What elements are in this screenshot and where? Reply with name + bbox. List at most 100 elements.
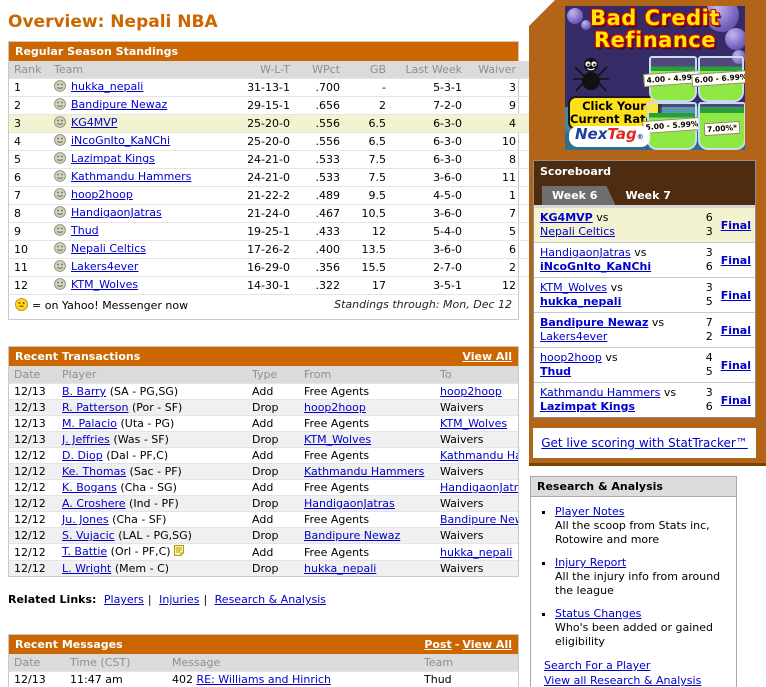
messages-post-link[interactable]: Post — [424, 638, 452, 651]
col-gb: GB — [345, 61, 391, 79]
stattracker-link[interactable]: Get live scoring with StatTracker™ — [541, 436, 748, 450]
from-value[interactable]: hukka_nepali — [304, 562, 377, 575]
from-value[interactable]: KTM_Wolves — [304, 433, 372, 446]
team-link[interactable]: hukka_nepali — [71, 80, 144, 93]
view-all-research-link[interactable]: View all Research & Analysis — [544, 674, 702, 687]
tab-week-7[interactable]: Week 7 — [625, 189, 671, 202]
player-link[interactable]: Ju. Jones — [62, 513, 109, 526]
player-link[interactable]: Ke. Thomas — [62, 465, 127, 478]
player-link[interactable]: T. Battie — [62, 545, 108, 558]
scoreboard-panel: Scoreboard Week 6 Week 7 KG4MVP vs Nepal… — [533, 160, 756, 418]
team-link[interactable]: KG4MVP — [71, 116, 118, 129]
team-link[interactable]: Thud — [540, 365, 572, 378]
messages-table: Date Time (CST) Message Team 12/13 11:47… — [9, 654, 518, 687]
research-title: Research & Analysis — [531, 477, 736, 497]
team-link[interactable]: Thud — [71, 224, 99, 237]
player-link[interactable]: A. Croshere — [62, 497, 126, 510]
rank-cell: 11 — [14, 261, 28, 274]
final-link[interactable]: Final — [720, 358, 751, 372]
team-link[interactable]: Kathmandu Hammers — [540, 386, 661, 399]
team-link[interactable]: HandigaonJatras — [540, 246, 631, 259]
team-link[interactable]: Lazimpat Kings — [71, 152, 155, 165]
team-link[interactable]: HandigaonJatras — [71, 206, 162, 219]
refinance-ad-banner[interactable]: Bad Credit Refinance Click Your Current … — [565, 6, 745, 150]
to-cell: Waivers — [435, 464, 518, 480]
final-link[interactable]: Final — [720, 393, 751, 407]
from-value[interactable]: Kathmandu Hammers — [304, 465, 425, 478]
player-cell: M. Palacio (Uta - PG) — [57, 416, 247, 432]
date-cell: 12/12 — [14, 562, 46, 575]
team-link[interactable]: Lakers4ever — [71, 260, 139, 273]
player-link[interactable]: D. Diop — [62, 449, 103, 462]
team-link[interactable]: Bandipure Newaz — [540, 316, 649, 329]
rate-beaker-2[interactable]: 6.00 - 6.99% — [691, 56, 745, 102]
research-item-link[interactable]: Injury Report — [555, 556, 627, 569]
rank-cell: 12 — [14, 279, 28, 292]
tab-week-6[interactable]: Week 6 — [542, 186, 615, 205]
message-subject-link[interactable]: RE: Williams and Hinrich — [196, 673, 331, 686]
matchup-scores: 3 6 — [706, 386, 713, 414]
related-research-link[interactable]: Research & Analysis — [214, 593, 327, 606]
lastweek-cell: 5-4-0 — [433, 225, 462, 238]
research-item-desc: Who's been added or gained eligibility — [555, 621, 714, 648]
team-link[interactable]: KG4MVP — [540, 211, 593, 224]
related-injuries-link[interactable]: Injuries — [159, 593, 200, 606]
messenger-offline-icon — [54, 80, 66, 95]
team-link[interactable]: hukka_nepali — [540, 295, 622, 308]
search-player-link[interactable]: Search For a Player — [544, 659, 651, 672]
from-value[interactable]: Bandipure Newaz — [304, 529, 401, 542]
research-item-link[interactable]: Player Notes — [555, 505, 625, 518]
team-link[interactable]: KTM_Wolves — [71, 278, 139, 291]
rate-beaker-4[interactable]: 7.00%* — [698, 102, 745, 150]
team-link[interactable]: Lazimpat Kings — [540, 400, 635, 413]
final-link[interactable]: Final — [720, 323, 751, 337]
matchup-scores: 7 2 — [706, 316, 713, 344]
team-link[interactable]: iNcoGnIto_KaNChi — [540, 260, 652, 273]
team-link[interactable]: Nepali Celtics — [540, 225, 615, 238]
team-link[interactable]: Nepali Celtics — [71, 242, 146, 255]
player-note-icon[interactable] — [173, 545, 184, 559]
to-value[interactable]: hukka_nepali — [440, 545, 513, 559]
team-link[interactable]: iNcoGnIto_KaNChi — [71, 134, 171, 147]
to-value[interactable]: KTM_Wolves — [440, 417, 508, 430]
player-link[interactable]: M. Palacio — [62, 417, 117, 430]
final-link[interactable]: Final — [720, 218, 751, 232]
team-link[interactable]: hoop2hoop — [540, 351, 602, 364]
team-link[interactable]: Lakers4ever — [540, 330, 608, 343]
nextag-logo[interactable]: NexTag® — [569, 126, 650, 147]
to-value[interactable]: Kathmandu Hammers — [440, 449, 518, 462]
rate-beaker-1[interactable]: 4.00 - 4.99% — [643, 56, 703, 102]
player-link[interactable]: L. Wright — [62, 562, 112, 575]
final-link[interactable]: Final — [720, 253, 751, 267]
team-link[interactable]: Kathmandu Hammers — [71, 170, 192, 183]
rate-beaker-3[interactable]: 5.00 - 5.99% — [642, 102, 702, 150]
from-value[interactable]: HandigaonJatras — [304, 497, 395, 510]
related-players-link[interactable]: Players — [103, 593, 144, 606]
score-top: 3 — [705, 281, 713, 294]
rank-cell: 2 — [14, 99, 21, 112]
standings-row: 12 KTM_Wolves 14-30-1 .322 17 3-5-1 12 1… — [9, 276, 571, 295]
player-info: (Dal - PF,C) — [106, 449, 169, 462]
player-link[interactable]: S. Vujacic — [62, 529, 115, 542]
to-value[interactable]: Bandipure Newaz — [440, 513, 518, 526]
team-link[interactable]: KTM_Wolves — [540, 281, 608, 294]
sidebar-frame: Bad Credit Refinance Click Your Current … — [529, 0, 766, 466]
messenger-offline-icon — [54, 242, 66, 257]
matchup-teams: Kathmandu Hammers vs Lazimpat Kings — [540, 386, 677, 413]
final-link[interactable]: Final — [720, 288, 751, 302]
related-links: Related Links: Players | Injuries | Resear… — [8, 593, 327, 606]
research-item-link[interactable]: Status Changes — [555, 607, 642, 620]
player-link[interactable]: B. Barry — [62, 385, 107, 398]
player-link[interactable]: R. Patterson — [62, 401, 129, 414]
to-value[interactable]: HandigaonJatras — [440, 481, 518, 494]
from-value[interactable]: hoop2hoop — [304, 401, 366, 414]
team-link[interactable]: hoop2hoop — [71, 188, 133, 201]
scoreboard-title: Scoreboard — [534, 161, 755, 182]
col-team: Team — [49, 61, 231, 79]
messages-view-all-link[interactable]: View All — [462, 638, 512, 651]
team-link[interactable]: Bandipure Newaz — [71, 98, 168, 111]
transactions-view-all-link[interactable]: View All — [462, 350, 512, 363]
player-link[interactable]: K. Bogans — [62, 481, 117, 494]
to-value[interactable]: hoop2hoop — [440, 385, 502, 398]
player-link[interactable]: J. Jeffries — [62, 433, 110, 446]
